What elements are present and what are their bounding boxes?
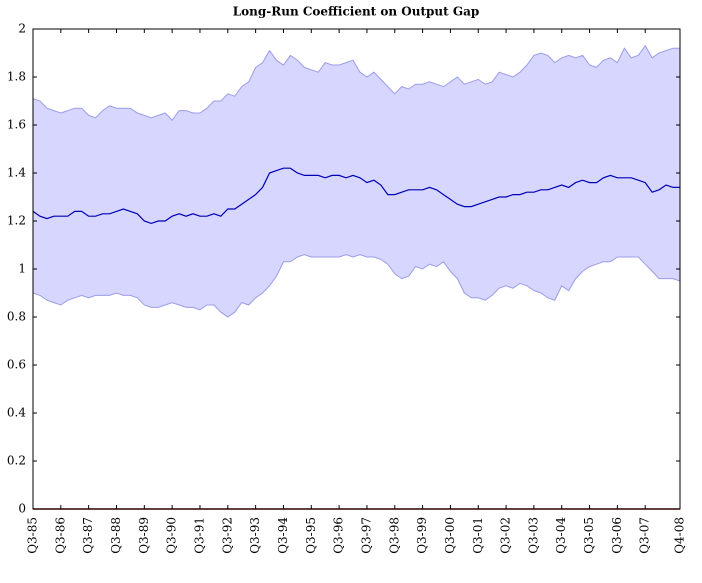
x-tick-label: Q3-92 [220, 517, 234, 554]
x-tick-label: Q3-95 [304, 517, 318, 554]
y-tick-label: 0.6 [7, 358, 26, 372]
x-tick-label: Q3-94 [276, 517, 290, 554]
band-upper [32, 44, 680, 121]
y-tick-label: 1.2 [7, 214, 26, 228]
x-tick-label: Q3-86 [53, 517, 67, 554]
x-tick-label: Q3-06 [610, 517, 624, 554]
band-fill [33, 45, 680, 318]
x-tick-label: Q3-91 [192, 517, 206, 554]
x-tick-label: Q3-02 [499, 517, 513, 554]
x-tick-label: Q3-85 [26, 517, 40, 554]
x-tick-label: Q3-87 [81, 517, 95, 554]
x-tick-label: Q3-04 [554, 517, 568, 554]
y-tick-label: 2 [18, 22, 26, 36]
x-tick-label: Q3-07 [638, 517, 652, 554]
x-tick-label: Q3-97 [359, 517, 373, 554]
y-tick-label: 0.4 [7, 406, 26, 420]
median-line [32, 167, 680, 225]
x-tick-label: Q3-03 [526, 517, 540, 554]
x-tick-label: Q3-96 [332, 517, 346, 554]
y-tick-label: 1.4 [7, 166, 26, 180]
x-tick-label: Q3-98 [387, 517, 401, 554]
y-tick-label: 1.6 [7, 118, 26, 132]
y-tick-label: 1.8 [7, 70, 26, 84]
x-tick-label: Q4-08 [673, 517, 687, 554]
x-tick-label: Q3-99 [415, 517, 429, 554]
y-tick-label: 1 [18, 262, 26, 276]
x-tick-label: Q3-88 [109, 517, 123, 554]
x-tick-label: Q3-89 [137, 517, 151, 554]
x-tick-label: Q3-05 [582, 517, 596, 554]
band-lower [32, 254, 681, 318]
x-tick-label: Q3-90 [165, 517, 179, 554]
y-tick-label: 0.2 [7, 454, 26, 468]
y-tick-label: 0.8 [7, 310, 26, 324]
x-tick-label: Q3-00 [443, 517, 457, 554]
y-tick-label: 0 [18, 502, 26, 516]
x-tick-label: Q3-01 [471, 517, 485, 554]
chart-title: Long-Run Coefficient on Output Gap [233, 5, 480, 19]
x-tick-label: Q3-93 [248, 517, 262, 554]
